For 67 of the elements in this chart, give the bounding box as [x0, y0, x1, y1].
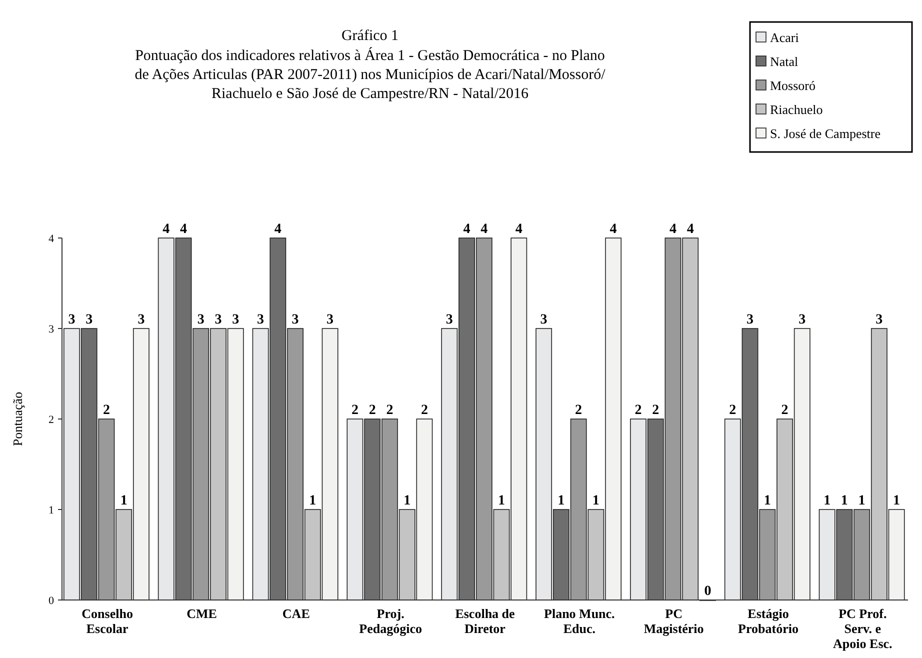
data-label: 4 — [610, 222, 617, 237]
data-label: 3 — [138, 312, 145, 328]
data-label: 1 — [404, 494, 411, 508]
x-tick-label: PC Magistério — [644, 606, 704, 636]
data-label: 2 — [420, 403, 428, 418]
data-label: 2 — [781, 403, 788, 418]
x-tick-label: Escolha de Diretor — [455, 606, 516, 636]
data-label: 3 — [214, 312, 222, 328]
x-tick-label: Proj. Pedagógico — [359, 606, 422, 636]
y-tick-label: 0 — [48, 595, 54, 607]
legend-label: Acari — [770, 30, 800, 45]
data-label: 3 — [86, 312, 93, 328]
data-label: 3 — [876, 312, 883, 328]
x-tick-label: PC Prof. Serv. e Apoio Esc. — [833, 606, 892, 651]
x-tick-label: Estágio Probatório — [738, 606, 798, 636]
data-label: 2 — [652, 403, 660, 418]
y-tick-label: 2 — [48, 414, 54, 426]
data-label: 2 — [729, 403, 736, 418]
data-label: 3 — [257, 312, 264, 328]
data-label: 4 — [686, 222, 694, 237]
legend-label: Riachuelo — [770, 102, 823, 117]
data-label: 3 — [446, 312, 453, 328]
legend-label: Mossoró — [770, 78, 816, 93]
data-label: 4 — [180, 222, 187, 237]
data-label: 2 — [634, 403, 642, 418]
y-axis-title: Pontuação — [10, 392, 25, 446]
data-label: 2 — [575, 403, 582, 418]
data-label: 3 — [326, 312, 334, 328]
data-label: 4 — [274, 222, 282, 237]
data-label: 3 — [746, 312, 754, 328]
data-label: 1 — [558, 494, 565, 508]
data-label: 1 — [309, 494, 316, 508]
data-label: 3 — [540, 312, 548, 328]
data-label: 3 — [292, 312, 299, 328]
chart-subtitle: Pontuação dos indicadores relativos à Área 1 - Gestão Democrática - no Plano de Ações Articulas (PAR 2007-2011) nos Municípios de Acari/Natal/Mossoró/ Riachuelo e São José de Campestre/RN - Natal/2016 — [134, 47, 606, 102]
y-tick-label: 3 — [48, 324, 54, 336]
data-label: 1 — [120, 494, 128, 508]
data-label: 4 — [463, 222, 470, 237]
data-label: 1 — [893, 494, 900, 508]
x-tick-label: CME — [186, 606, 217, 621]
data-label: 2 — [386, 403, 394, 418]
data-label: 3 — [232, 312, 240, 328]
data-label: 0 — [704, 584, 712, 599]
data-label: 1 — [764, 494, 771, 508]
data-label: 1 — [592, 494, 600, 508]
x-tick-label: Conselho Escolar — [82, 606, 133, 636]
data-label: 3 — [798, 312, 806, 328]
data-label: 1 — [824, 494, 831, 508]
y-tick-label: 4 — [48, 233, 54, 245]
data-label: 4 — [480, 222, 488, 237]
data-label: 1 — [858, 494, 866, 508]
x-tick-label: Plano Munc. Educ. — [544, 606, 615, 636]
x-tick-label: CAE — [282, 606, 310, 621]
data-label: 1 — [498, 494, 506, 508]
data-label: 4 — [669, 222, 676, 237]
data-label: 4 — [515, 222, 522, 237]
data-label: 2 — [102, 403, 110, 418]
data-label: 2 — [368, 403, 376, 418]
data-label: 1 — [840, 494, 848, 508]
chart-title: Gráfico 1 — [341, 28, 399, 44]
legend-label: S. José de Campestre — [770, 126, 881, 141]
data-label: 3 — [68, 312, 76, 328]
data-label: 2 — [351, 403, 358, 418]
y-tick-label: 1 — [48, 504, 54, 516]
legend-label: Natal — [770, 54, 799, 69]
data-label: 3 — [197, 312, 204, 328]
data-label: 4 — [162, 222, 170, 237]
